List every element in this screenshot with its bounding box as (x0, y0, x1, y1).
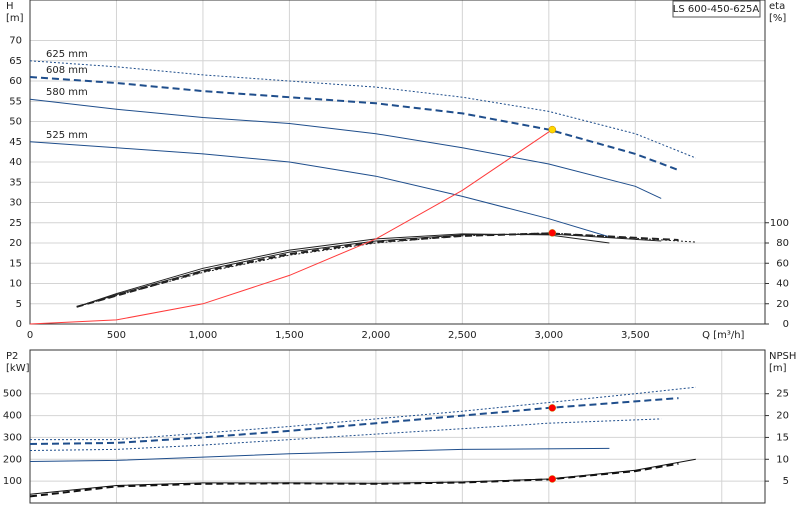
y2-tick-label: 0 (783, 319, 789, 330)
y-axis-unit: [kW] (6, 363, 30, 374)
y2-axis-label: eta (769, 1, 785, 12)
x-axis-label: Q [m³/h] (702, 330, 744, 341)
y2-tick-label: 60 (776, 258, 789, 269)
y2-axis-label: NPSH (769, 351, 796, 362)
curve (76, 232, 696, 308)
y-tick-label: 300 (3, 432, 22, 443)
curve (29, 60, 696, 159)
y-axis-unit: [m] (6, 13, 24, 24)
y-tick-label: 20 (9, 238, 22, 249)
x-tick-label: 1,000 (189, 330, 218, 341)
plot-frame (29, 0, 766, 325)
y-tick-label: 55 (9, 96, 22, 107)
y-tick-label: 15 (9, 258, 22, 269)
model-box (672, 0, 761, 18)
operating-point (548, 229, 557, 237)
y-tick-label: 25 (9, 218, 22, 229)
curve (29, 458, 696, 495)
curve (29, 397, 679, 445)
y-tick-label: 60 (9, 76, 22, 87)
curve-label: 580 mm (46, 87, 88, 98)
y2-tick-label: 20 (776, 299, 789, 310)
operating-point (548, 125, 557, 134)
curve (29, 418, 662, 451)
y2-tick-label: 10 (776, 454, 789, 465)
x-tick-label: 3,000 (535, 330, 564, 341)
x-tick-label: 0 (27, 330, 33, 341)
y-axis-label: P2 (6, 351, 18, 362)
curve (29, 462, 679, 498)
y-tick-label: 100 (3, 476, 22, 487)
plot-frame (29, 349, 766, 504)
operating-point (548, 404, 557, 412)
curve (29, 129, 553, 325)
curve (29, 98, 662, 199)
y-tick-label: 70 (9, 36, 22, 47)
y2-tick-label: 15 (776, 432, 789, 443)
x-tick-label: 3,500 (621, 330, 650, 341)
curve (29, 76, 679, 172)
curve (30, 386, 696, 441)
y2-tick-label: 25 (776, 389, 789, 400)
x-tick-label: 2,500 (448, 330, 477, 341)
y-tick-label: 200 (3, 454, 22, 465)
y-tick-label: 35 (9, 177, 22, 188)
curve (76, 233, 662, 308)
x-tick-label: 2,000 (362, 330, 391, 341)
y-tick-label: 5 (16, 299, 22, 310)
model-label: LS 600-450-625A (673, 4, 760, 15)
curve (29, 447, 610, 462)
curve-label: 525 mm (46, 130, 88, 141)
y-tick-label: 40 (9, 157, 22, 168)
y2-tick-label: 80 (776, 238, 789, 249)
curve (76, 232, 679, 308)
y2-axis-unit: [m] (769, 363, 787, 374)
operating-point (548, 475, 557, 483)
x-tick-label: 1,500 (275, 330, 304, 341)
x-tick-label: 500 (107, 330, 126, 341)
y2-tick-label: 5 (783, 476, 789, 487)
y-tick-label: 500 (3, 389, 22, 400)
y-tick-label: 10 (9, 279, 22, 290)
y2-tick-label: 20 (776, 411, 789, 422)
y-tick-label: 30 (9, 198, 22, 209)
y2-tick-label: 100 (770, 218, 789, 229)
y-tick-label: 400 (3, 411, 22, 422)
y-tick-label: 50 (9, 117, 22, 128)
curve-label: 625 mm (46, 49, 88, 60)
y-tick-label: 0 (16, 319, 22, 330)
curve-label: 608 mm (46, 65, 88, 76)
y-axis-label: H (6, 1, 14, 12)
curve (29, 141, 610, 238)
y-tick-label: 65 (9, 56, 22, 67)
y2-axis-unit: [%] (769, 13, 786, 24)
y-tick-label: 45 (9, 137, 22, 148)
y2-tick-label: 40 (776, 279, 789, 290)
